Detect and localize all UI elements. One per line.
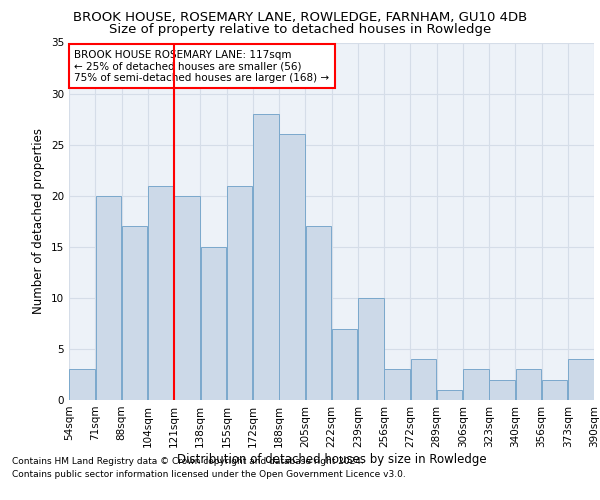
Y-axis label: Number of detached properties: Number of detached properties: [32, 128, 46, 314]
Bar: [437, 390, 463, 400]
Bar: [148, 186, 174, 400]
Bar: [305, 226, 331, 400]
Bar: [95, 196, 121, 400]
Bar: [568, 359, 594, 400]
X-axis label: Distribution of detached houses by size in Rowledge: Distribution of detached houses by size …: [176, 452, 487, 466]
Bar: [410, 359, 436, 400]
Bar: [515, 370, 541, 400]
Bar: [384, 370, 410, 400]
Bar: [332, 328, 358, 400]
Bar: [542, 380, 568, 400]
Bar: [279, 134, 305, 400]
Bar: [489, 380, 515, 400]
Bar: [253, 114, 279, 400]
Bar: [227, 186, 253, 400]
Bar: [358, 298, 384, 400]
Bar: [122, 226, 148, 400]
Text: BROOK HOUSE, ROSEMARY LANE, ROWLEDGE, FARNHAM, GU10 4DB: BROOK HOUSE, ROSEMARY LANE, ROWLEDGE, FA…: [73, 11, 527, 24]
Bar: [200, 247, 226, 400]
Bar: [174, 196, 200, 400]
Text: Size of property relative to detached houses in Rowledge: Size of property relative to detached ho…: [109, 22, 491, 36]
Bar: [463, 370, 489, 400]
Text: Contains HM Land Registry data © Crown copyright and database right 2024.: Contains HM Land Registry data © Crown c…: [12, 458, 364, 466]
Text: BROOK HOUSE ROSEMARY LANE: 117sqm
← 25% of detached houses are smaller (56)
75% : BROOK HOUSE ROSEMARY LANE: 117sqm ← 25% …: [74, 50, 329, 83]
Bar: [69, 370, 95, 400]
Text: Contains public sector information licensed under the Open Government Licence v3: Contains public sector information licen…: [12, 470, 406, 479]
